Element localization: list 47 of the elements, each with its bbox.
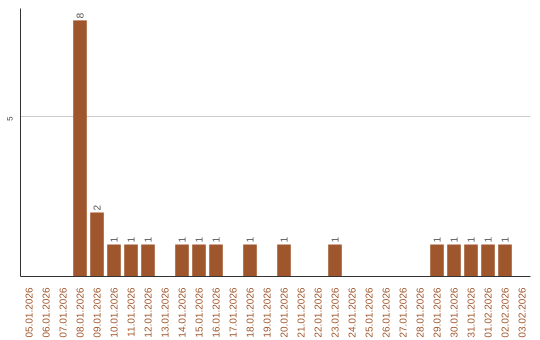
x-tick-label: 29.01.2026 — [432, 287, 444, 338]
x-tick-label: 06.01.2026 — [42, 287, 52, 338]
x-tick-label: 15.01.2026 — [194, 287, 206, 338]
x-tick-label: 21.01.2026 — [296, 287, 308, 338]
x-tick-label: 25.01.2026 — [364, 287, 376, 338]
data-label: 1 — [466, 236, 478, 242]
data-label: 1 — [110, 236, 120, 242]
x-tick-label: 05.01.2026 — [24, 287, 36, 338]
x-tick-label: 19.01.2026 — [262, 287, 274, 338]
data-label: 1 — [246, 236, 256, 242]
x-tick-label: 07.01.2026 — [58, 287, 70, 338]
data-label: 1 — [500, 236, 512, 242]
x-tick-label: 09.01.2026 — [92, 287, 104, 338]
x-tick-label: 11.01.2026 — [126, 287, 138, 337]
data-label: 1 — [212, 236, 222, 242]
x-tick-label: 14.01.2026 — [178, 287, 188, 338]
x-tick-label: 30.01.2026 — [450, 287, 460, 338]
data-label: 1 — [484, 236, 494, 242]
x-tick-label: 16.01.2026 — [212, 287, 222, 338]
x-tick-label: 10.01.2026 — [110, 287, 120, 338]
x-tick-label: 01.02.2026 — [484, 287, 494, 338]
x-tick-label: 27.01.2026 — [398, 287, 410, 338]
data-label: 1 — [432, 236, 444, 242]
data-label: 1 — [178, 236, 188, 242]
x-tick-label: 28.01.2026 — [416, 287, 426, 338]
x-tick-label: 18.01.2026 — [246, 287, 256, 338]
x-tick-label: 23.01.2026 — [330, 287, 342, 338]
x-tick-label: 20.01.2026 — [280, 287, 290, 338]
x-tick-label: 02.02.2026 — [500, 287, 512, 338]
x-tick-label: 24.01.2026 — [348, 287, 358, 338]
data-label: 2 — [92, 204, 104, 210]
x-tick-label: 17.01.2026 — [228, 287, 240, 338]
data-label: 1 — [330, 236, 342, 242]
x-tick-label: 12.01.2026 — [144, 287, 154, 338]
x-tick-label: 13.01.2026 — [160, 287, 172, 338]
data-label: 1 — [144, 236, 154, 242]
x-tick-label: 08.01.2026 — [76, 287, 86, 338]
data-label: 1 — [126, 236, 138, 242]
x-tick-label: 31.01.2026 — [466, 287, 478, 338]
data-label: 1 — [194, 236, 206, 242]
x-tick-label: 22.01.2026 — [314, 287, 324, 338]
data-label: 1 — [450, 236, 460, 242]
x-tick-label: 26.01.2026 — [382, 287, 392, 338]
y-tick-label: 5 — [6, 116, 14, 121]
data-label: 1 — [280, 236, 290, 242]
data-label: 8 — [76, 12, 86, 18]
x-tick-label: 03.02.2026 — [518, 287, 528, 338]
